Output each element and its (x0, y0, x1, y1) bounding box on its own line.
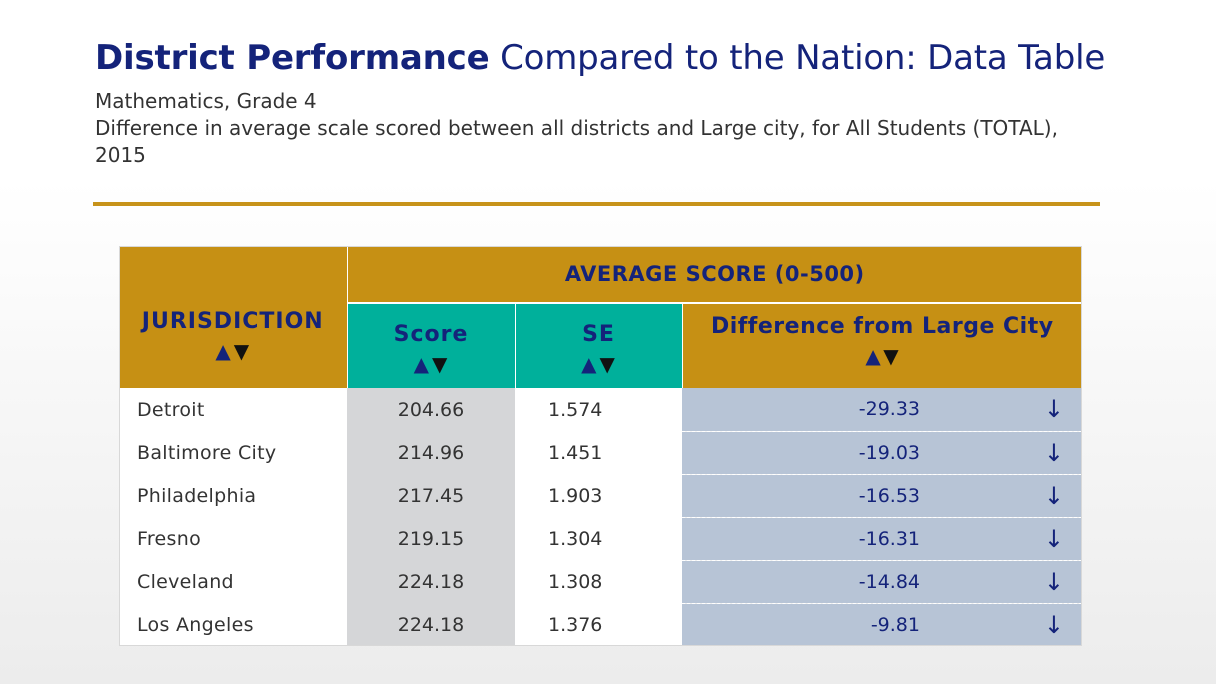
table-row: Cleveland 224.18 1.308 -14.84 ↓ (119, 560, 1082, 604)
page-title-bold: District Performance (95, 38, 490, 78)
column-header-jurisdiction-label: JURISDICTION (141, 308, 324, 334)
cell-se: 1.451 (515, 431, 682, 474)
arrow-down-icon: ↓ (1043, 610, 1064, 639)
cell-se: 1.903 (515, 474, 682, 517)
sort-descending-icon[interactable]: ▼ (883, 344, 900, 368)
sort-descending-icon[interactable]: ▼ (233, 338, 251, 363)
page-header: District Performance Compared to the Nat… (95, 36, 1105, 169)
sort-ascending-icon[interactable]: ▲ (413, 352, 430, 376)
cell-jurisdiction: Philadelphia (119, 474, 347, 517)
column-header-se-label: SE (582, 322, 615, 347)
cell-score: 204.66 (347, 388, 515, 431)
column-header-score-label: Score (393, 322, 469, 347)
cell-score: 214.96 (347, 431, 515, 474)
cell-difference: -9.81 ↓ (682, 603, 1082, 646)
arrow-down-icon: ↓ (1043, 395, 1064, 424)
sort-descending-icon[interactable]: ▼ (599, 352, 616, 376)
page-title-rest: Compared to the Nation: Data Table (489, 38, 1106, 78)
table-row: Detroit 204.66 1.574 -29.33 ↓ (119, 388, 1082, 432)
difference-value: -16.53 (858, 484, 920, 507)
column-header-se: SE ▲ ▼ (515, 303, 683, 388)
arrow-down-icon: ↓ (1043, 524, 1064, 553)
sort-control-jurisdiction[interactable]: ▲ ▼ (119, 340, 347, 362)
cell-se: 1.574 (515, 388, 682, 431)
arrow-down-icon: ↓ (1043, 438, 1064, 467)
cell-jurisdiction: Fresno (119, 517, 347, 560)
sort-control-se[interactable]: ▲ ▼ (516, 353, 682, 375)
table-row: Philadelphia 217.45 1.903 -16.53 ↓ (119, 474, 1082, 518)
cell-difference: -29.33 ↓ (682, 388, 1082, 432)
data-table: JURISDICTION ▲ ▼ AVERAGE SCORE (0-500) Sc… (119, 246, 1082, 646)
cell-se: 1.304 (515, 517, 682, 560)
column-header-difference-label: Difference from Large City (710, 314, 1054, 339)
arrow-down-icon: ↓ (1043, 567, 1064, 596)
difference-value: -19.03 (858, 441, 920, 464)
cell-score: 219.15 (347, 517, 515, 560)
page-subtitle: Mathematics, Grade 4 Difference in avera… (95, 88, 1105, 169)
cell-se: 1.308 (515, 560, 682, 603)
header-divider (93, 202, 1100, 206)
difference-value: -9.81 (870, 613, 920, 636)
difference-value: -16.31 (858, 527, 920, 550)
data-table-container: JURISDICTION ▲ ▼ AVERAGE SCORE (0-500) Sc… (119, 246, 1082, 646)
page-title: District Performance Compared to the Nat… (95, 36, 1105, 80)
cell-jurisdiction: Baltimore City (119, 431, 347, 474)
column-header-score: Score ▲ ▼ (347, 303, 516, 388)
cell-score: 217.45 (347, 474, 515, 517)
cell-difference: -14.84 ↓ (682, 560, 1082, 604)
group-header-average-score: AVERAGE SCORE (0-500) (347, 246, 1082, 304)
subtitle-line-1: Mathematics, Grade 4 (95, 89, 317, 113)
column-header-jurisdiction: JURISDICTION ▲ ▼ (119, 246, 348, 388)
sort-control-score[interactable]: ▲ ▼ (348, 353, 515, 375)
cell-difference: -16.31 ↓ (682, 517, 1082, 561)
table-row: Baltimore City 214.96 1.451 -19.03 ↓ (119, 431, 1082, 475)
difference-value: -29.33 (858, 398, 920, 421)
cell-score: 224.18 (347, 603, 515, 646)
difference-value: -14.84 (858, 570, 920, 593)
cell-jurisdiction: Cleveland (119, 560, 347, 603)
sort-ascending-icon[interactable]: ▲ (215, 338, 232, 363)
cell-score: 224.18 (347, 560, 515, 603)
cell-jurisdiction: Los Angeles (119, 603, 347, 646)
column-header-difference: Difference from Large City ▲ ▼ (682, 303, 1082, 388)
subtitle-line-2: Difference in average scale scored betwe… (95, 116, 1058, 167)
sort-ascending-icon[interactable]: ▲ (865, 344, 882, 368)
sort-ascending-icon[interactable]: ▲ (581, 352, 598, 376)
cell-difference: -19.03 ↓ (682, 431, 1082, 475)
sort-control-difference[interactable]: ▲ ▼ (683, 345, 1083, 367)
cell-jurisdiction: Detroit (119, 388, 347, 431)
cell-difference: -16.53 ↓ (682, 474, 1082, 518)
arrow-down-icon: ↓ (1043, 481, 1064, 510)
sort-descending-icon[interactable]: ▼ (432, 352, 449, 376)
cell-se: 1.376 (515, 603, 682, 646)
table-row: Los Angeles 224.18 1.376 -9.81 ↓ (119, 603, 1082, 646)
table-row: Fresno 219.15 1.304 -16.31 ↓ (119, 517, 1082, 561)
